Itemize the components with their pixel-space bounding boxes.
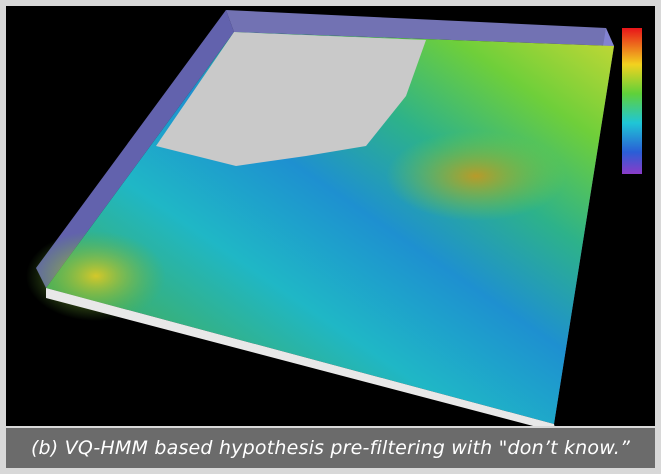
back-wall: [226, 10, 614, 46]
left-wall: [36, 10, 234, 288]
hill: [386, 131, 566, 221]
terrain-render: [6, 6, 655, 426]
colorbar: [622, 28, 642, 174]
caption-bar: (b) VQ-HMM based hypothesis pre-filterin…: [6, 428, 655, 468]
caption: (b) VQ-HMM based hypothesis pre-filterin…: [30, 437, 631, 459]
front-edge: [46, 288, 555, 426]
floor: [156, 32, 426, 166]
